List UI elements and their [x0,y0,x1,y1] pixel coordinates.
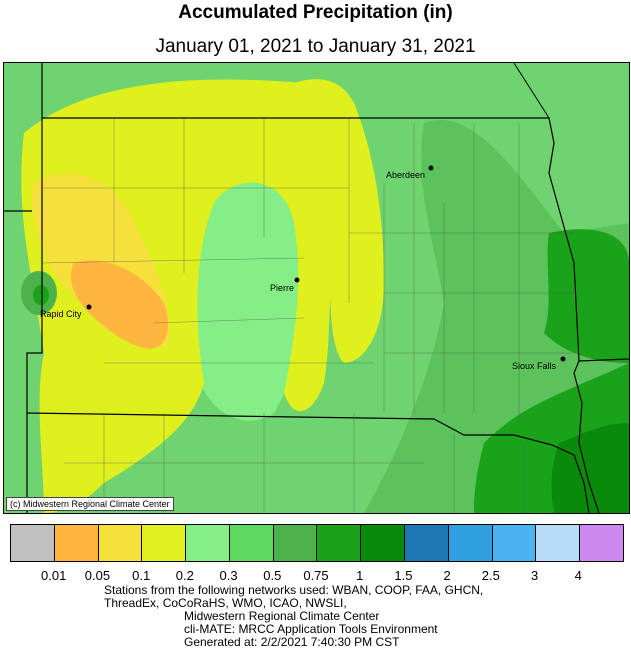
footer-line: ThreadEx, CoCoRaHS, WMO, ICAO, NWSLI, [104,596,347,610]
map-title: Accumulated Precipitation (in) [178,2,453,23]
pierre-marker [294,277,300,283]
legend-tick-label: 0.1 [132,568,151,583]
footer-line: Generated at: 2/2/2021 7:40:30 PM CST [184,635,400,649]
legend-tick-label: 0.2 [175,568,194,583]
aberdeen-label: Aberdeen [386,170,425,180]
legend-swatch [142,525,187,561]
pierre-label: Pierre [270,283,294,293]
legend-tick-label: 2.5 [481,568,500,583]
legend-swatch [448,525,493,561]
map-subtitle: January 01, 2021 to January 31, 2021 [155,36,476,57]
legend-colorbar [10,524,624,562]
legend-swatch [229,525,274,561]
legend-tick-label: 2 [443,568,451,583]
legend-tick-label: 3 [530,568,539,583]
legend-swatch [492,525,537,561]
footer-notes: Stations from the following networks use… [104,584,483,649]
legend-tick-label: 0.5 [263,568,282,583]
legend-tick-label: 4 [574,568,582,583]
legend-swatch [186,525,230,561]
legend-swatch [580,525,623,561]
legend-swatch [317,525,362,561]
legend-swatch [273,525,318,561]
footer-line: Stations from the following networks use… [104,583,484,597]
legend-swatch [536,525,581,561]
map-credit: (c) Midwestern Regional Climate Center [6,497,174,511]
legend-tick-label: 0.05 [84,568,111,583]
legend-tick-label: 1.5 [394,568,413,583]
rapid-city-label: Rapid City [40,309,82,319]
legend-swatch [98,525,143,561]
legend-swatch [405,525,449,561]
aberdeen-marker [428,165,434,171]
footer-line: cli-MATE: MRCC Application Tools Environ… [184,622,438,636]
sioux-falls-marker [560,356,566,362]
map-canvas: Aberdeen Pierre Rapid City Sioux Falls [4,63,629,513]
legend-ticks: 0.01 0.05 0.1 0.2 0.3 0.5 0.75 1 1.5 2 2.5 3 4 [10,568,622,584]
footer-line: Midwestern Regional Climate Center [184,609,380,623]
sioux-falls-label: Sioux Falls [512,361,557,371]
legend-swatch [361,525,406,561]
rapid-city-marker [86,304,92,310]
legend-tick-label: 0.01 [41,568,67,583]
legend-tick-label: 0.75 [303,568,329,583]
legend-swatch [54,525,99,561]
legend-swatch [11,525,55,561]
legend-tick-label: 0.3 [219,568,238,583]
legend-tick-label: 1 [356,568,364,583]
precipitation-map: Aberdeen Pierre Rapid City Sioux Falls (… [3,62,630,514]
